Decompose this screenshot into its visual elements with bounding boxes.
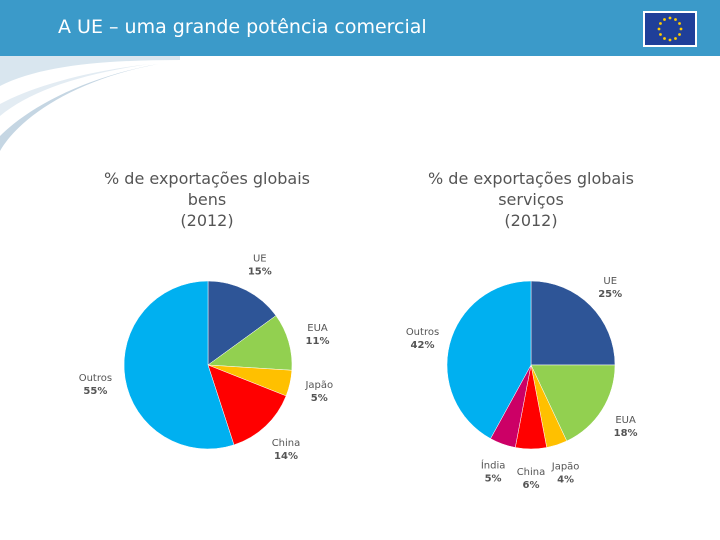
pie-chart-goods: UE 15% EUA 11% Japão 5% China 14% Outros 55% [79,253,333,462]
flag-star-icon [674,37,677,40]
decorative-swoosh [0,56,180,151]
flag-star-icon [674,18,677,21]
flag-star-icon [663,18,666,21]
pie-value-label: 14% [274,451,298,462]
pie-value-label: 18% [614,428,638,439]
flag-star-icon [668,38,672,42]
pie-value-label: 25% [598,289,622,300]
pie-value-label: 6% [523,480,540,491]
chart-title-line: serviços [498,190,564,209]
pie-value-label: 42% [411,340,435,351]
chart-title-services: % de exportações globais serviços (2012) [401,168,661,231]
pie-label: Outros [406,327,439,338]
pie-value-label: 5% [311,393,328,404]
chart-title-line: % de exportações globais [104,169,310,188]
pie-chart-services: UE 25% EUA 18% Japão 4% China 6% Índia 5% Outros 42… [406,276,638,491]
pie-label: China [517,467,546,478]
chart-title-goods: % de exportações globais bens (2012) [77,168,337,231]
pie-label: Japão [551,462,580,473]
chart-title-line: (2012) [180,211,234,230]
page-title: A UE – uma grande potência comercial [58,16,427,38]
pie-slice-outros [446,280,532,439]
pie-value-label: 5% [485,473,502,484]
eu-flag-icon [643,11,697,47]
pie-slice-ue [530,280,616,366]
flag-star-icon [678,33,681,36]
flag-star-icon [679,27,683,31]
flag-star-icon [668,16,672,20]
pie-label: China [272,438,301,449]
pie-label: Outros [79,373,112,384]
pie-label: Índia [481,458,506,471]
pie-slice-ue [207,280,277,366]
pie-label: EUA [307,323,328,334]
pie-label: Japão [304,380,333,391]
pie-value-label: 55% [83,386,107,397]
flag-star-icon [663,37,666,40]
flag-star-icon [659,22,662,25]
pie-value-label: 11% [306,336,330,347]
chart-title-line: bens [187,190,227,209]
pie-slice-eua [530,364,616,442]
pie-value-label: 15% [248,266,272,277]
flag-star-icon [678,22,681,25]
pie-label: EUA [615,415,636,426]
slide-header: A UE – uma grande potência comercial [0,0,720,56]
flag-star-icon [659,33,662,36]
pie-label: UE [253,253,267,264]
pie-slice-outros [123,280,235,450]
pie-value-label: 4% [557,475,574,486]
pie-label: UE [603,276,617,287]
flag-star-icon [657,27,661,31]
chart-title-line: % de exportações globais [428,169,634,188]
chart-title-line: (2012) [504,211,558,230]
